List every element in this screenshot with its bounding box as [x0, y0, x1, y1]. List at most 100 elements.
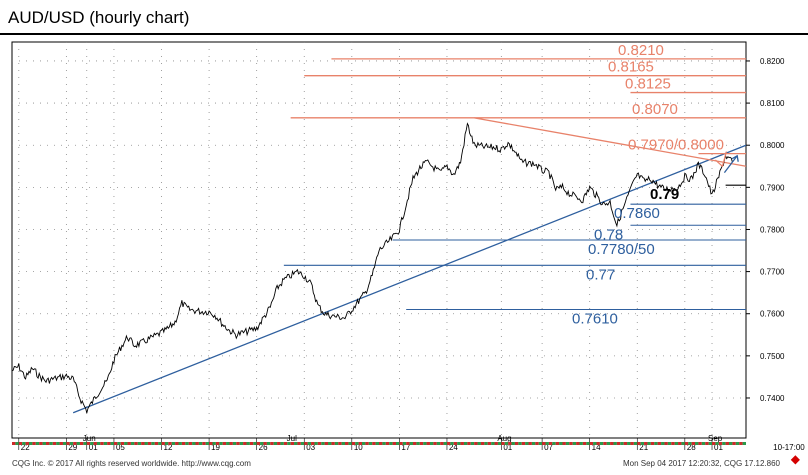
session-strip-segment — [501, 442, 505, 445]
session-strip-segment — [504, 442, 509, 445]
session-strip-segment — [311, 442, 315, 445]
session-strip-segment — [599, 442, 604, 445]
session-strip-segment — [395, 442, 400, 445]
session-strip-segment — [39, 442, 43, 445]
session-strip-segment — [525, 442, 529, 445]
session-strip-segment — [365, 442, 369, 445]
session-strip-segment — [239, 442, 244, 445]
session-strip-segment — [161, 442, 165, 445]
support-level-label: 0.78 — [594, 226, 623, 243]
support-level-label: 0.7780/50 — [588, 241, 655, 258]
session-strip-segment — [443, 442, 447, 445]
session-strip-segment — [389, 442, 393, 445]
session-strip-segment — [538, 442, 543, 445]
x-tick-label: 26 — [259, 443, 268, 452]
session-strip-segment — [277, 442, 281, 445]
session-strip-segment — [69, 442, 74, 445]
session-strip-segment — [273, 442, 278, 445]
session-strip-segment — [212, 442, 216, 445]
session-strip-segment — [249, 442, 254, 445]
session-strip-segment — [742, 442, 746, 445]
session-strip-segment — [120, 442, 125, 445]
session-strip-segment — [42, 442, 46, 445]
x-tick-label: 01 — [89, 443, 98, 452]
session-strip-segment — [253, 442, 257, 445]
session-strip-segment — [79, 442, 84, 445]
session-strip-segment — [229, 442, 233, 445]
month-label: Sep — [708, 434, 723, 443]
session-strip-segment — [732, 442, 736, 445]
scroll-left-icon[interactable]: ◆ — [790, 452, 800, 466]
session-strip-segment — [640, 442, 645, 445]
session-strip-segment — [460, 442, 464, 445]
session-strip-segment — [684, 442, 689, 445]
session-strip-segment — [664, 442, 668, 445]
session-strip-segment — [450, 442, 454, 445]
session-strip-segment — [192, 442, 196, 445]
session-strip-segment — [610, 442, 614, 445]
x-tick-label: 07 — [544, 443, 553, 452]
session-strip-segment — [96, 442, 101, 445]
x-tick-label: 19 — [211, 443, 220, 452]
session-strip-segment — [141, 442, 145, 445]
session-strip-segment — [559, 442, 563, 445]
y-tick-label: 0.8200 — [760, 57, 785, 66]
session-strip-segment — [647, 442, 651, 445]
resistance-check-mark — [715, 151, 727, 168]
session-strip-segment — [12, 442, 16, 445]
x-tick-label: 24 — [449, 443, 458, 452]
session-strip-segment — [399, 442, 403, 445]
session-strip-segment — [358, 442, 363, 445]
session-strip-segment — [514, 442, 519, 445]
session-strip-segment — [49, 442, 53, 445]
session-strip-segment — [453, 442, 458, 445]
session-strip-segment — [667, 442, 672, 445]
session-strip-segment — [715, 442, 719, 445]
support-level-label: 0.79 — [650, 186, 679, 203]
session-strip-segment — [446, 442, 451, 445]
session-strip-segment — [25, 442, 29, 445]
support-trendline — [72, 144, 747, 414]
footer-timestamp: Mon Sep 04 2017 12:20:32, CQG 17.12.860 — [622, 459, 780, 468]
session-strip-segment — [35, 442, 40, 445]
session-strip-segment — [130, 442, 135, 445]
session-strip-segment — [654, 442, 658, 445]
resistance-level-label: 0.8210 — [618, 42, 664, 59]
session-strip-segment — [236, 442, 240, 445]
session-strip-segment — [528, 442, 532, 445]
session-strip-segment — [246, 442, 250, 445]
x-tick-label: 22 — [21, 443, 30, 452]
session-strip-segment — [147, 442, 152, 445]
session-strip-segment — [76, 442, 80, 445]
session-strip-segment — [735, 442, 740, 445]
session-strip-segment — [722, 442, 726, 445]
session-strip-segment — [15, 442, 19, 445]
session-strip-segment — [178, 442, 182, 445]
session-strip-segment — [283, 442, 288, 445]
session-strip-segment — [569, 442, 573, 445]
session-strip-segment — [134, 442, 138, 445]
y-tick-label: 0.7800 — [760, 225, 785, 234]
session-strip-segment — [205, 442, 210, 445]
chart-title: AUD/USD (hourly chart) — [8, 8, 190, 27]
session-strip-segment — [562, 442, 566, 445]
session-strip-segment — [73, 442, 77, 445]
session-strip-segment — [256, 442, 261, 445]
session-strip-segment — [341, 442, 346, 445]
resistance-trendline — [474, 117, 747, 167]
session-strip-segment — [576, 442, 580, 445]
session-strip-segment — [678, 442, 682, 445]
session-strip-segment — [22, 442, 26, 445]
session-strip-segment — [416, 442, 420, 445]
forecast-arrow-shaft — [723, 155, 738, 173]
x-tick-label: 29 — [68, 443, 77, 452]
session-strip-segment — [266, 442, 271, 445]
session-strip-segment — [491, 442, 495, 445]
support-level-label: 0.7860 — [614, 205, 660, 222]
price-line — [11, 122, 733, 414]
session-strip-segment — [497, 442, 502, 445]
session-strip-segment — [270, 442, 274, 445]
session-strip-segment — [545, 442, 549, 445]
session-strip-segment — [304, 442, 308, 445]
session-strip-segment — [59, 442, 63, 445]
